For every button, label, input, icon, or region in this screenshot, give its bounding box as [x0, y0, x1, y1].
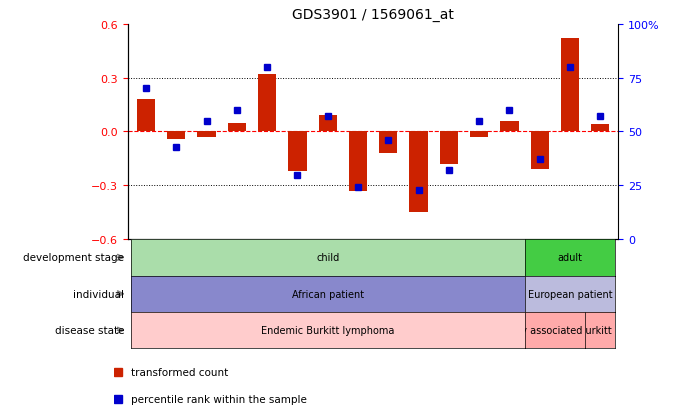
- Bar: [591, 125, 609, 132]
- Bar: [561, 39, 579, 132]
- Bar: [137, 100, 155, 132]
- Bar: [531, 132, 549, 170]
- Bar: [470, 132, 489, 138]
- Bar: [228, 123, 246, 132]
- Text: European patient: European patient: [528, 289, 612, 299]
- Text: Sporadic Burkitt lymphoma: Sporadic Burkitt lymphoma: [533, 325, 667, 335]
- Text: Immunodeficiency associated Burkitt lymphoma: Immunodeficiency associated Burkitt lymp…: [437, 325, 673, 335]
- Bar: [288, 132, 307, 171]
- Text: individual: individual: [73, 289, 124, 299]
- Text: adult: adult: [558, 253, 583, 263]
- Text: disease state: disease state: [55, 325, 124, 335]
- Bar: [349, 132, 367, 191]
- Bar: [258, 75, 276, 132]
- Bar: [198, 132, 216, 138]
- Bar: [439, 132, 458, 164]
- Text: development stage: development stage: [23, 253, 124, 263]
- Bar: [379, 132, 397, 154]
- Bar: [500, 121, 518, 132]
- Text: child: child: [316, 253, 339, 263]
- Text: Endemic Burkitt lymphoma: Endemic Burkitt lymphoma: [261, 325, 395, 335]
- Bar: [167, 132, 185, 139]
- Text: percentile rank within the sample: percentile rank within the sample: [131, 394, 307, 404]
- Text: transformed count: transformed count: [131, 367, 228, 377]
- Text: African patient: African patient: [292, 289, 363, 299]
- Title: GDS3901 / 1569061_at: GDS3901 / 1569061_at: [292, 8, 454, 22]
- Bar: [410, 132, 428, 213]
- Bar: [319, 116, 337, 132]
